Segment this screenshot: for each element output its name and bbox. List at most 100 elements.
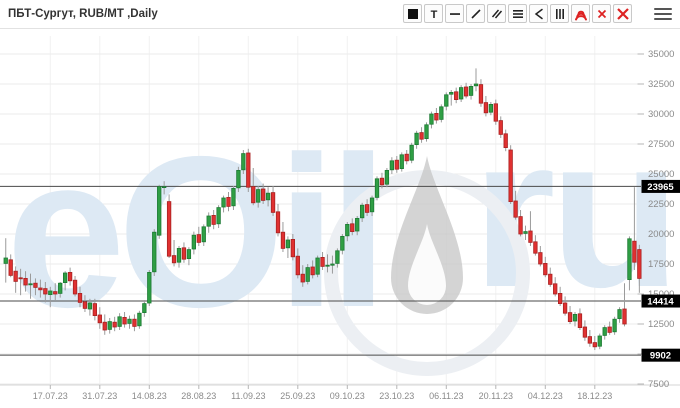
y-axis-label: 32500: [648, 79, 674, 90]
candle-body: [132, 318, 137, 327]
candle-body: [528, 230, 533, 243]
candle-body: [157, 186, 162, 236]
candle-body: [577, 313, 583, 328]
candle-body: [256, 189, 261, 203]
candle-body: [275, 211, 281, 234]
delete-all-tool-button[interactable]: [613, 4, 632, 23]
level-price-label: 9902: [650, 351, 671, 362]
level-price-label-box: [641, 179, 680, 193]
watermark-droplet-inner: [408, 224, 446, 305]
candle-body: [280, 231, 286, 249]
letter-t-icon: T: [430, 9, 437, 21]
candle-body: [607, 326, 612, 333]
candle-body: [3, 257, 8, 264]
candle-body: [231, 187, 236, 207]
x-axis-label: 28.08.23: [181, 391, 216, 401]
candle-body: [553, 283, 558, 295]
candle-body: [305, 267, 310, 282]
candle-body: [350, 223, 355, 233]
candle-body: [463, 86, 469, 97]
x-axis-label: 25.09.23: [280, 391, 315, 401]
candle-body: [335, 250, 340, 264]
delete-tool-button[interactable]: [592, 4, 611, 23]
red-arcs-icon: [574, 10, 587, 20]
y-axis-label: 12500: [648, 319, 674, 330]
candle-body: [285, 239, 291, 249]
candle-body: [241, 153, 246, 171]
candle-body: [186, 249, 192, 260]
red-x-large-icon: [616, 7, 629, 20]
level-price-label-box: [641, 294, 680, 308]
y-axis-label: 20000: [648, 229, 674, 240]
candle-body: [359, 204, 365, 219]
svg-text:T: T: [430, 9, 437, 21]
candle-body: [82, 301, 88, 309]
y-axis-label: 22500: [648, 199, 674, 210]
candle-body: [458, 87, 464, 100]
x-axis-label: 04.12.23: [528, 391, 563, 401]
x-axis-label: 17.07.23: [33, 391, 68, 401]
y-axis-label: 25000: [648, 169, 674, 180]
candle-body: [181, 247, 187, 260]
candle-body: [374, 178, 380, 198]
candle-body: [602, 327, 607, 336]
candle-body: [627, 238, 632, 281]
vertical-lines-tool-button[interactable]: [550, 4, 569, 23]
hamburger-menu-icon[interactable]: [654, 6, 672, 22]
candle-body: [92, 303, 97, 317]
candle-body: [171, 255, 177, 264]
candle-body: [176, 247, 182, 263]
candle-body: [454, 91, 459, 100]
watermark-eoil-ru: eOil ru: [6, 91, 680, 376]
color-swatch-tool-button[interactable]: [403, 4, 422, 23]
candle-body: [127, 318, 132, 324]
candle-body: [617, 309, 622, 320]
candle-body: [28, 283, 33, 286]
candle-body: [567, 312, 573, 323]
candle-body: [87, 302, 93, 310]
candle-body: [201, 226, 206, 243]
candle-body: [404, 153, 409, 162]
candle-body: [221, 197, 226, 208]
candle-body: [369, 197, 375, 213]
x-axis-label: 18.12.23: [577, 391, 612, 401]
candle-body: [290, 238, 296, 258]
candle-body: [424, 124, 429, 140]
candle-body: [270, 192, 276, 213]
candle-body: [558, 292, 563, 304]
candle-body: [394, 159, 399, 170]
chart-canvas[interactable]: eOil ru 17.07.23 31.07.23 14.08.23 28.08.23 11…: [0, 28, 680, 408]
angle-left-icon: [534, 8, 543, 19]
parallel-channel-tool-button[interactable]: [487, 4, 506, 23]
candle-body: [300, 273, 305, 283]
candle-body: [444, 94, 449, 107]
x-axis-label: 20.11.23: [479, 391, 513, 401]
candle-body: [409, 144, 414, 161]
candle-body: [340, 235, 345, 251]
candle-body: [13, 270, 18, 282]
candle-body: [439, 106, 444, 120]
candle-body: [191, 234, 197, 250]
candle-body: [498, 120, 503, 135]
candle-body: [236, 169, 241, 189]
candlestick-chart[interactable]: eOil ru 17.07.23 31.07.23 14.08.23 28.08.23 11…: [0, 28, 680, 408]
candle-body: [152, 231, 157, 273]
candle-body: [632, 240, 637, 263]
fan-tool-button[interactable]: [529, 4, 548, 23]
candle-body: [473, 83, 479, 87]
fibonacci-levels-tool-button[interactable]: [508, 4, 527, 23]
candle-body: [147, 271, 152, 304]
y-axis-label: 7500: [648, 379, 669, 390]
text-tool-button[interactable]: T: [424, 4, 443, 23]
fibonacci-arcs-tool-button[interactable]: [571, 4, 590, 23]
y-axis-label: 27500: [648, 139, 674, 150]
candle-body: [622, 308, 627, 325]
candle-body: [63, 272, 68, 283]
horizontal-line-tool-button[interactable]: [445, 4, 464, 23]
candle-body: [137, 312, 142, 327]
x-axis-label: 31.07.23: [82, 391, 117, 401]
candle-body: [478, 84, 484, 104]
candle-body: [562, 302, 568, 314]
trend-line-tool-button[interactable]: [466, 4, 485, 23]
